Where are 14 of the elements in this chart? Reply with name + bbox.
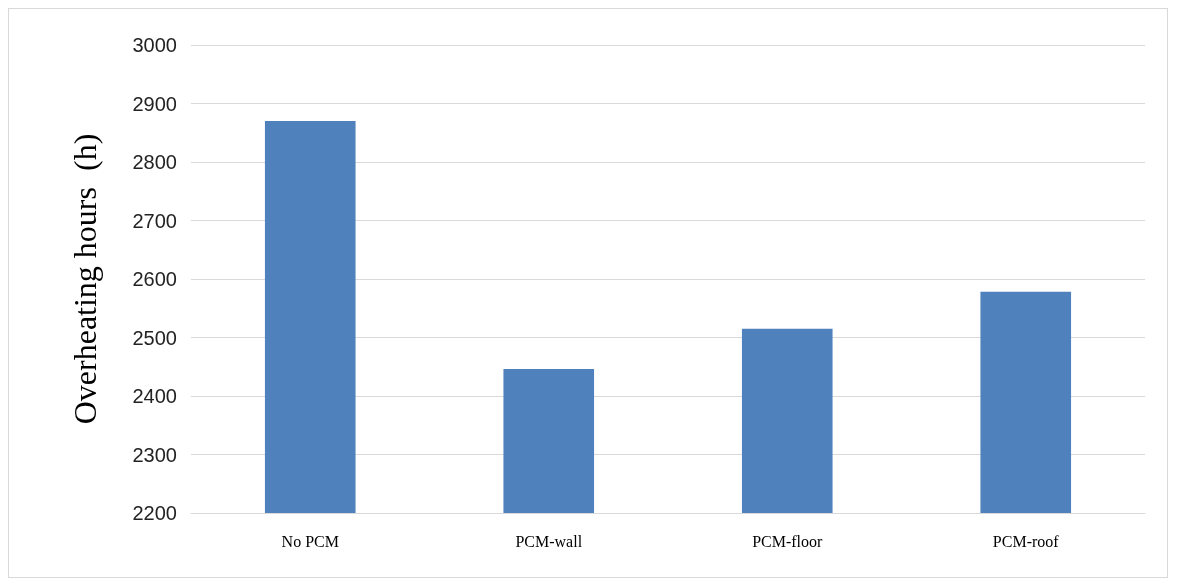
y-tick-label: 3000 <box>132 34 177 56</box>
y-tick-label: 2500 <box>132 326 177 349</box>
x-tick-label: PCM-floor <box>752 532 824 550</box>
y-tick-label: 2900 <box>132 92 177 115</box>
x-tick-label: No PCM <box>281 532 339 550</box>
y-tick-label: 2400 <box>132 385 177 407</box>
y-tick-label: 2800 <box>132 151 177 173</box>
x-tick-label: PCM-roof <box>992 532 1060 550</box>
y-axis-title: Overheating hours (h) <box>67 133 103 425</box>
y-tick-label: 2300 <box>132 443 177 466</box>
y-tick-label: 2700 <box>132 209 177 232</box>
y-tick-label: 2600 <box>132 268 177 290</box>
y-tick-label: 2200 <box>132 502 177 524</box>
x-tick-label: PCM-wall <box>515 532 583 550</box>
